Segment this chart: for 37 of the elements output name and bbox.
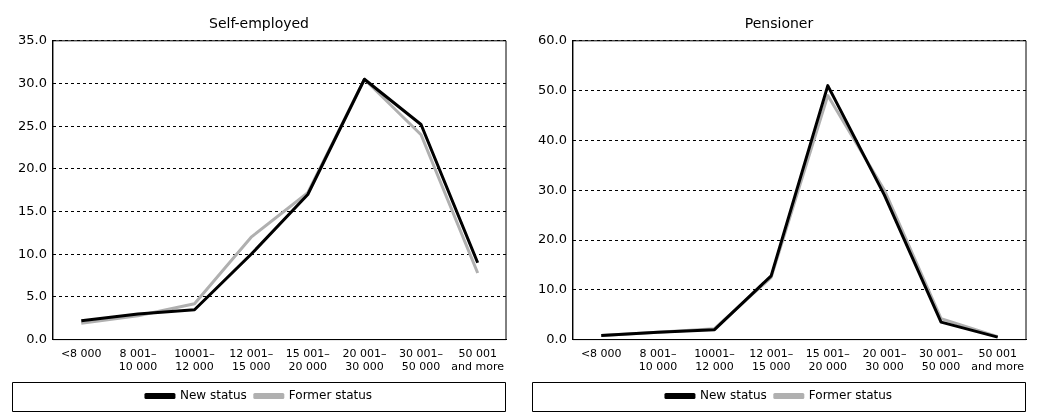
x-tick-label: 20 001– 30 000 bbox=[862, 347, 907, 374]
y-tick-label: 5.0 bbox=[26, 288, 47, 304]
x-tick-label: 15 001– 20 000 bbox=[285, 347, 330, 374]
y-tick-label: 40.0 bbox=[537, 131, 567, 147]
y-tick-label: 0.0 bbox=[26, 330, 47, 346]
y-tick-label: 30.0 bbox=[17, 74, 47, 90]
y-tick-label: 50.0 bbox=[537, 81, 567, 97]
x-tick-label: 30 001– 50 000 bbox=[919, 347, 964, 374]
chart-title: Self-employed bbox=[209, 15, 309, 32]
legend-label: Former status bbox=[808, 388, 893, 403]
y-tick-label: 30.0 bbox=[537, 181, 567, 197]
x-tick-label: 12 001– 15 000 bbox=[749, 347, 794, 374]
x-tick-label: 20 001– 30 000 bbox=[342, 347, 387, 374]
x-tick-label: 50 001 and more bbox=[971, 347, 1025, 374]
y-tick-label: 0.0 bbox=[546, 330, 567, 346]
chart-title: Pensioner bbox=[744, 15, 814, 32]
x-tick-label: 10001– 12 000 bbox=[694, 347, 735, 374]
x-tick-label: 12 001– 15 000 bbox=[229, 347, 274, 374]
x-tick-label: <8 000 bbox=[580, 347, 622, 361]
y-tick-label: 15.0 bbox=[17, 202, 47, 218]
x-tick-label: 10001– 12 000 bbox=[174, 347, 215, 374]
y-tick-label: 20.0 bbox=[17, 160, 47, 176]
y-tick-label: 60.0 bbox=[537, 32, 567, 48]
y-tick-label: 35.0 bbox=[17, 32, 47, 48]
legend-label: Former status bbox=[288, 388, 373, 403]
legend-label: New status bbox=[699, 388, 767, 403]
y-tick-label: 10.0 bbox=[537, 281, 567, 297]
y-tick-label: 25.0 bbox=[17, 117, 47, 133]
x-tick-label: <8 000 bbox=[60, 347, 102, 361]
x-tick-label: 8 001– 10 000 bbox=[118, 347, 158, 374]
x-tick-label: 8 001– 10 000 bbox=[638, 347, 678, 374]
y-tick-label: 10.0 bbox=[17, 245, 47, 261]
x-tick-label: 50 001 and more bbox=[451, 347, 505, 374]
legend-label: New status bbox=[179, 388, 247, 403]
x-tick-label: 30 001– 50 000 bbox=[399, 347, 444, 374]
x-tick-label: 15 001– 20 000 bbox=[805, 347, 850, 374]
y-tick-label: 20.0 bbox=[537, 231, 567, 247]
